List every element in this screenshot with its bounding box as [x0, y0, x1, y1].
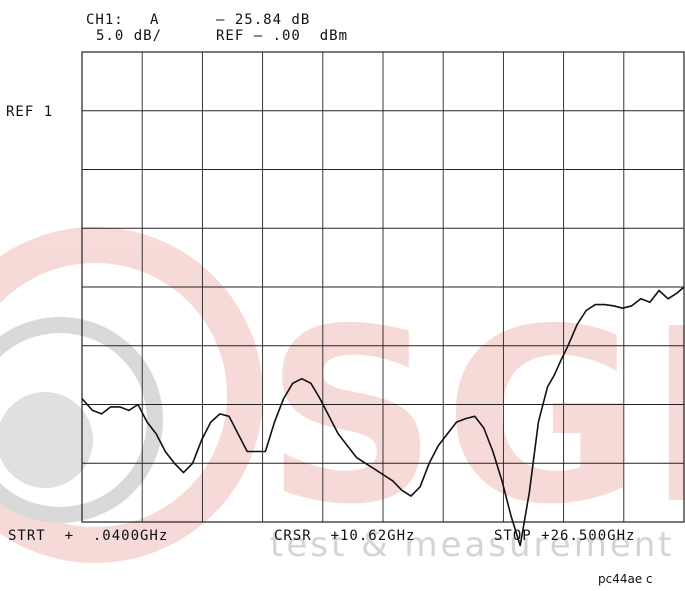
reference-readout: REF — .00 dBm — [216, 28, 349, 44]
trace-line — [81, 286, 685, 547]
trace-layer — [81, 286, 685, 547]
reference-level-label: REF 1 — [6, 104, 54, 120]
file-id-label: pc44ae c — [598, 572, 653, 586]
grid — [81, 51, 685, 523]
cursor-frequency: CRSR +10.62GHz — [274, 528, 416, 544]
start-frequency: STRT + .0400GHz — [8, 528, 169, 544]
stop-frequency: STOP +26.500GHz — [494, 528, 636, 544]
channel-label: CH1: — [86, 12, 124, 28]
marker-readout: — 25.84 dB — [216, 12, 311, 28]
channel-mode: A — [150, 12, 160, 28]
scale-readout: 5.0 dB/ — [96, 28, 163, 44]
